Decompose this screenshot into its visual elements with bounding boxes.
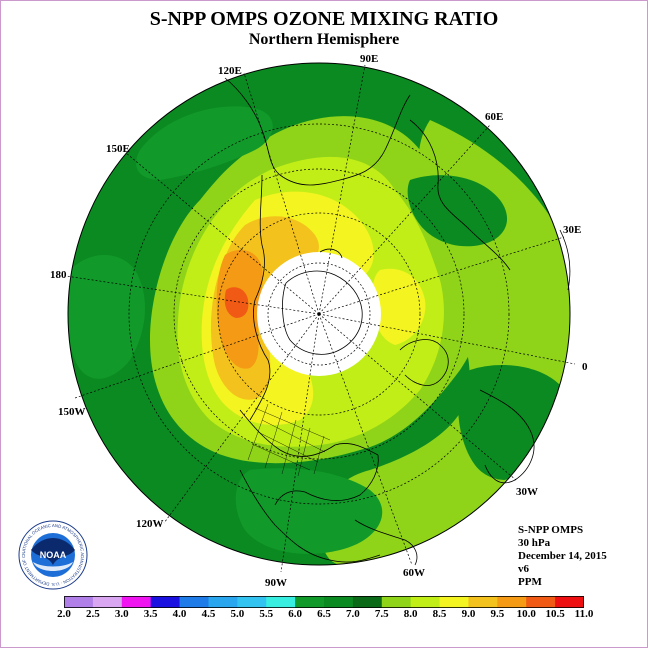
colorbar-tick-label: 9.0	[461, 608, 476, 620]
colorbar-tick-label: 5.5	[259, 608, 274, 620]
colorbar-swatch	[295, 596, 325, 608]
info-units: PPM	[518, 576, 542, 588]
colorbar-tick-label: 2.5	[86, 608, 100, 620]
colorbar-swatch	[410, 596, 441, 608]
colorbar-tick-label: 5.0	[230, 608, 245, 620]
lon-label-120w: 120W	[136, 518, 164, 530]
colorbar-swatch	[92, 596, 123, 608]
info-instrument: S-NPP OMPS	[518, 524, 584, 536]
colorbar-swatch	[266, 596, 296, 608]
colorbar-swatch	[324, 596, 354, 608]
globe-outline	[67, 62, 571, 566]
map-title: S-NPP OMPS OZONE MIXING RATIO	[149, 8, 499, 30]
colorbar-tick-label: 2.0	[57, 608, 71, 620]
latitude-circles	[128, 123, 510, 505]
colorbar-border	[64, 596, 584, 608]
colorbar-swatch	[150, 596, 181, 608]
colorbar-swatch	[468, 596, 498, 608]
colorbar-labels: 2.0 2.5 3.0 3.5 4.0 4.5 5.0 5.5 6.0 6.5 7.0 7.5 8.0 8…	[0, 608, 648, 622]
meridians	[65, 64, 576, 573]
colorbar-swatch	[526, 596, 556, 608]
colorbar-swatch	[381, 596, 412, 608]
longitude-labels: 90E 60E 30E 0 30W 60W 90W 120W 150W 180 …	[50, 53, 588, 589]
product-info: S-NPP OMPS 30 hPa December 14, 2015 v6 P…	[518, 524, 607, 589]
colorbar-swatch	[208, 596, 238, 608]
colorbar-swatch	[497, 596, 527, 608]
lon-label-60e: 60E	[485, 111, 503, 123]
colorbar-tick-label: 3.5	[143, 608, 158, 620]
lon-label-60w: 60W	[403, 567, 425, 579]
lon-label-150w: 150W	[58, 406, 86, 418]
colorbar-swatch	[121, 596, 152, 608]
lon-label-30e: 30E	[563, 224, 581, 236]
colorbar-swatch	[237, 596, 267, 608]
colorbar-tick-label: 4.0	[172, 608, 187, 620]
colorbar-tick-label: 8.0	[403, 608, 418, 620]
colorbar-tick-label: 3.0	[114, 608, 129, 620]
colorbar-tick-label: 4.5	[201, 608, 216, 620]
info-date: December 14, 2015	[518, 550, 607, 562]
info-level: 30 hPa	[518, 537, 551, 549]
lon-label-90e: 90E	[360, 53, 378, 65]
lon-label-120e: 120E	[218, 65, 242, 77]
noaa-logo: NATIONAL OCEANIC AND ATMOSPHERIC ADMINIS…	[18, 520, 88, 590]
colorbar-tick-label: 9.5	[490, 608, 505, 620]
info-version: v6	[518, 563, 529, 575]
lon-label-150e: 150E	[106, 143, 130, 155]
colorbar-tick-label: 11.0	[574, 608, 594, 620]
colorbar	[64, 596, 584, 608]
us-state-boundaries	[247, 403, 331, 477]
colorbar-swatch	[179, 596, 209, 608]
lon-label-90w: 90W	[265, 577, 287, 589]
coastlines	[224, 77, 571, 566]
colorbar-swatch	[439, 596, 469, 608]
colorbar-tick-label: 7.5	[374, 608, 389, 620]
lon-label-0: 0	[582, 361, 588, 373]
colorbar-swatch	[352, 596, 383, 608]
colorbar-swatch	[64, 596, 94, 608]
noaa-logo-text: NOAA	[40, 550, 67, 560]
lon-label-180: 180	[50, 269, 67, 281]
map-subtitle: Northern Hemisphere	[248, 31, 400, 48]
colorbar-tick-label: 10.5	[545, 608, 565, 620]
colorbar-tick-label: 7.0	[346, 608, 360, 620]
colorbar-tick-label: 6.5	[317, 608, 331, 620]
colorbar-tick-label: 6.0	[288, 608, 302, 620]
colorbar-tick-label: 10.0	[516, 608, 536, 620]
colorbar-swatch	[555, 596, 584, 608]
colorbar-tick-label: 8.5	[432, 608, 447, 620]
lon-label-30w: 30W	[516, 486, 538, 498]
